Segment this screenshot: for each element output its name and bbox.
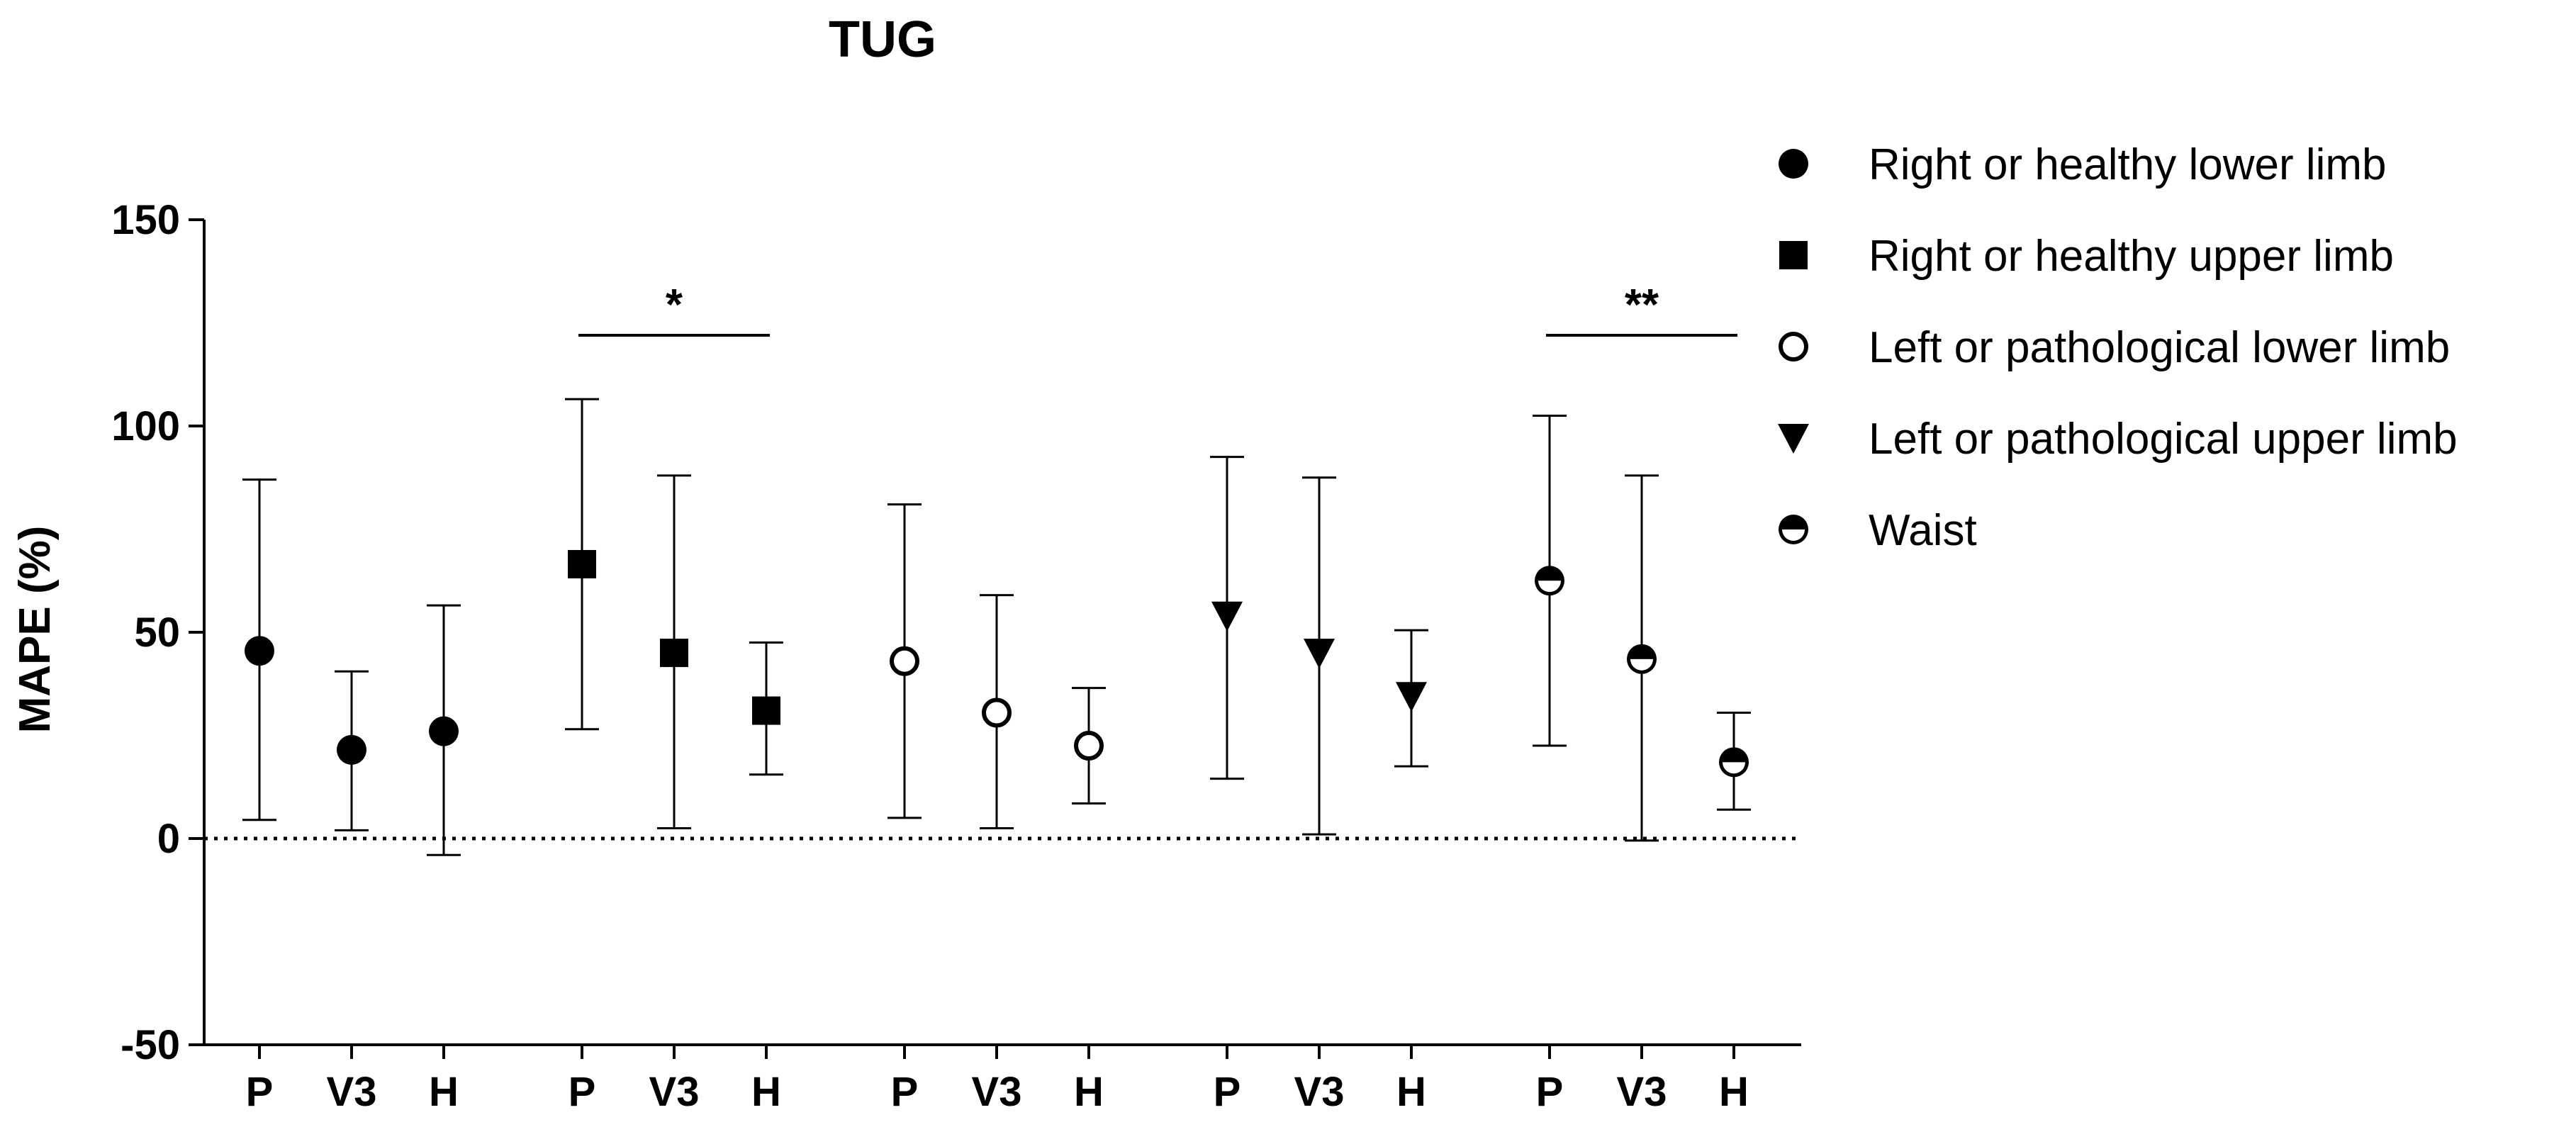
y-axis-label: MAPE (%) [11, 526, 60, 734]
legend-item: Left or pathological lower limb [1779, 323, 2450, 372]
x-tick-label: V3 [649, 1069, 700, 1115]
legend-item: Right or healthy upper limb [1779, 232, 2394, 281]
x-tick-label: P [891, 1069, 919, 1115]
data-point [1074, 731, 1104, 761]
data-point-half [1723, 762, 1745, 774]
y-tick-label: 100 [111, 403, 180, 449]
legend-marker [1778, 424, 1809, 454]
x-tick-label: V3 [972, 1069, 1022, 1115]
data-point-shape [982, 697, 1012, 728]
data-point [660, 639, 688, 668]
legend-item: Waist [1779, 506, 1977, 555]
significance-label: ** [1625, 281, 1659, 330]
legend-label: Right or healthy lower limb [1869, 140, 2387, 189]
data-point [245, 636, 274, 666]
legend-label: Left or pathological upper limb [1869, 415, 2458, 464]
legend-marker [1779, 241, 1808, 269]
data-point [1535, 566, 1564, 596]
x-tick-label: P [246, 1069, 274, 1115]
data-point [890, 646, 919, 676]
data-point-half [1538, 581, 1561, 593]
data-point-shape [752, 696, 780, 725]
x-tick-label: V3 [1294, 1069, 1345, 1115]
data-point-shape [568, 549, 596, 578]
x-tick-label: H [429, 1069, 459, 1115]
legend-label: Right or healthy upper limb [1869, 232, 2394, 281]
data-point-half [1630, 658, 1653, 671]
data-point-shape [245, 636, 274, 666]
data-point [1304, 639, 1335, 669]
legend-label: Waist [1869, 506, 1977, 555]
data-point-shape [660, 639, 688, 668]
legend-marker-shape [1779, 332, 1808, 361]
significance-label: * [666, 281, 683, 330]
x-tick-label: H [1396, 1069, 1426, 1115]
legend: Right or healthy lower limb Right or heal… [1778, 140, 2458, 555]
legend-marker-shape [1778, 424, 1809, 454]
legend-marker-half [1782, 529, 1805, 541]
data-point-shape [429, 716, 459, 746]
data-point-shape [1396, 682, 1427, 712]
data-point [1627, 644, 1657, 674]
data-point-shape [1211, 601, 1243, 632]
x-tick-label: P [1214, 1069, 1241, 1115]
x-tick-label: H [1074, 1069, 1104, 1115]
data-point [429, 716, 459, 746]
data-point [752, 696, 780, 725]
y-tick-label: 150 [111, 197, 180, 243]
data-point-shape [337, 734, 366, 765]
legend-marker [1779, 332, 1808, 361]
legend-marker-shape [1779, 241, 1808, 269]
legend-marker [1779, 149, 1808, 179]
x-tick-label: P [1536, 1069, 1564, 1115]
x-tick-label: H [1719, 1069, 1749, 1115]
legend-marker-shape [1779, 149, 1808, 179]
y-tick-label: 50 [134, 610, 180, 656]
chart-title: TUG [829, 11, 936, 68]
legend-item: Left or pathological upper limb [1778, 415, 2458, 464]
data-point-shape [1074, 731, 1104, 761]
x-tick-label: H [751, 1069, 781, 1115]
y-tick-label: -50 [121, 1022, 180, 1068]
data-point-shape [1304, 639, 1335, 669]
data-point-shape [890, 646, 919, 676]
x-tick-label: P [569, 1069, 596, 1115]
y-tick-label: 0 [157, 816, 180, 862]
data-point [337, 734, 366, 765]
data-point [568, 549, 596, 578]
legend-item: Right or healthy lower limb [1779, 140, 2387, 189]
data-point [1211, 601, 1243, 632]
data-point [1719, 747, 1749, 778]
x-tick-label: V3 [1617, 1069, 1667, 1115]
x-tick-label: V3 [327, 1069, 377, 1115]
data-point [982, 697, 1012, 728]
legend-marker [1779, 515, 1808, 544]
data-point [1396, 682, 1427, 712]
legend-label: Left or pathological lower limb [1869, 323, 2450, 372]
